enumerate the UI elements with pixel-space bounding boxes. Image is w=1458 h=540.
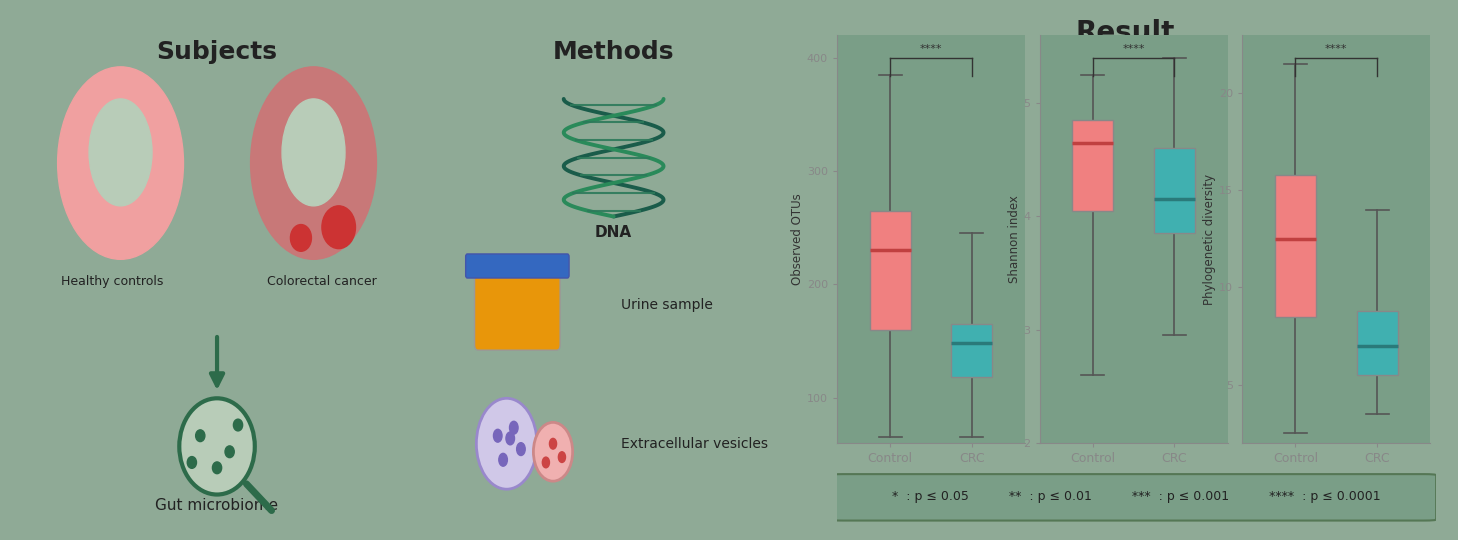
Text: Healthy controls: Healthy controls [61, 275, 163, 288]
Circle shape [542, 457, 550, 468]
Bar [1155, 148, 1196, 233]
Circle shape [225, 446, 235, 457]
Circle shape [290, 225, 312, 251]
Y-axis label: Phylogenetic diversity: Phylogenetic diversity [1203, 173, 1216, 305]
Bar [1072, 120, 1112, 211]
Circle shape [558, 452, 566, 462]
FancyBboxPatch shape [831, 474, 1436, 521]
Circle shape [506, 432, 515, 445]
Circle shape [493, 429, 502, 442]
Text: ****: **** [1123, 44, 1145, 54]
Text: Extracellular vesicles: Extracellular vesicles [621, 437, 768, 451]
Ellipse shape [58, 67, 184, 259]
Circle shape [179, 399, 255, 495]
Text: Urine sample: Urine sample [621, 298, 713, 312]
FancyBboxPatch shape [474, 265, 560, 350]
Text: Methods: Methods [553, 40, 675, 64]
Bar [1274, 175, 1315, 316]
Y-axis label: Shannon index: Shannon index [1007, 195, 1021, 283]
Circle shape [322, 206, 356, 248]
Text: Colorectal cancer: Colorectal cancer [267, 275, 376, 288]
Text: Gut microbiome: Gut microbiome [156, 498, 278, 513]
Text: *  : p ≤ 0.05          **  : p ≤ 0.01          ***  : p ≤ 0.001          ****  :: * : p ≤ 0.05 ** : p ≤ 0.01 *** : p ≤ 0.0… [892, 490, 1381, 503]
Circle shape [499, 454, 507, 466]
Circle shape [516, 443, 525, 456]
Y-axis label: Observed OTUs: Observed OTUs [792, 193, 803, 285]
Bar [952, 324, 993, 377]
Text: ****: **** [1325, 44, 1347, 54]
Bar [869, 211, 911, 329]
Ellipse shape [281, 99, 346, 206]
Circle shape [477, 399, 537, 489]
Text: Subjects: Subjects [156, 40, 277, 64]
Text: DNA: DNA [595, 225, 633, 240]
FancyBboxPatch shape [465, 254, 569, 278]
Circle shape [550, 438, 557, 449]
Circle shape [195, 430, 206, 442]
Text: ****: **** [920, 44, 942, 54]
Circle shape [213, 462, 222, 474]
Ellipse shape [89, 99, 152, 206]
Circle shape [187, 457, 197, 468]
Circle shape [233, 419, 242, 431]
Ellipse shape [251, 67, 376, 259]
Text: Result: Result [1076, 19, 1175, 47]
Circle shape [509, 421, 518, 434]
Circle shape [534, 422, 573, 481]
Bar [1357, 311, 1398, 375]
